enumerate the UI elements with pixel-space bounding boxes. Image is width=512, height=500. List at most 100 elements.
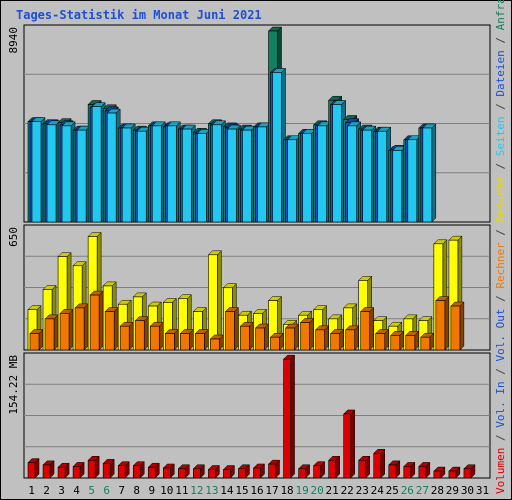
bar-visits-rechner-12 <box>194 328 209 351</box>
x-tick-label: 10 <box>160 484 173 497</box>
bar-visits-rechner-7-side <box>128 321 134 351</box>
bar-volume-volumen-13 <box>207 464 220 479</box>
bar-volume-volumen-24-front <box>373 453 382 479</box>
bar-visits-rechner-18-front <box>285 327 295 351</box>
bar-volume-volumen-8-front <box>132 465 141 479</box>
bar-volume-volumen-23-front <box>358 459 367 479</box>
bar-volume-volumen-29-front <box>448 470 457 479</box>
bar-volume-volumen-7-front <box>117 465 126 479</box>
bar-visits-rechner-27-front <box>420 336 431 351</box>
bar-volume-volumen-28-front <box>433 470 442 479</box>
bar-volume-volumen-22 <box>343 409 356 479</box>
x-tick-label: 6 <box>103 484 110 497</box>
bar-visits-rechner-26 <box>405 330 420 351</box>
bar-visits-rechner-10-front <box>164 333 175 351</box>
bar-volume-volumen-15 <box>237 464 251 479</box>
bar-visits-rechner-13-front <box>210 338 220 351</box>
bar-visits-rechner-23 <box>360 306 375 351</box>
bar-visits-rechner-23-front <box>360 311 371 351</box>
x-tick-label: 5 <box>88 484 95 497</box>
bar-requests-seiten-25-front <box>392 150 403 223</box>
bar-requests-seiten-14-front <box>227 128 237 223</box>
bar-visits-rechner-29-side <box>459 301 465 351</box>
bar-visits-rechner-3 <box>59 308 74 351</box>
bar-visits-rechner-15 <box>239 321 255 351</box>
bar-visits-rechner-28 <box>435 295 450 351</box>
x-tick-label: 4 <box>73 484 80 497</box>
bar-requests-seiten-22-front <box>347 125 357 223</box>
bar-volume-volumen-4-front <box>72 466 81 479</box>
right-axis-label-segment: Besuche <box>494 176 507 222</box>
right-axis-label-segment: / <box>494 222 507 242</box>
x-tick-label: 17 <box>265 484 278 497</box>
bar-visits-rechner-21 <box>330 328 345 351</box>
bar-volume-volumen-12-front <box>193 468 201 479</box>
bar-visits-rechner-16-side <box>264 323 269 351</box>
bar-visits-rechner-15-side <box>249 321 254 351</box>
bar-visits-rechner-5-side <box>98 290 104 351</box>
bar-visits-rechner-14-side <box>234 306 239 351</box>
bar-volume-volumen-4 <box>72 461 85 479</box>
chart-title: Tages-Statistik im Monat Juni 2021 <box>16 8 262 22</box>
x-tick-label: 30 <box>461 484 474 497</box>
bar-visits-rechner-16-front <box>255 327 265 351</box>
bar-volume-volumen-20-front <box>313 465 321 479</box>
bar-volume-volumen-10 <box>162 463 175 479</box>
bar-requests-seiten-2-front <box>46 124 57 223</box>
bar-visits-rechner-9-side <box>159 321 164 351</box>
right-axis-label-segment: Seiten <box>494 116 507 156</box>
x-tick-label: 21 <box>326 484 339 497</box>
bar-volume-volumen-30-front <box>463 468 472 479</box>
right-axis-label-segment: / <box>494 156 507 176</box>
bar-visits-rechner-10 <box>164 328 179 351</box>
x-tick-label: 15 <box>235 484 248 497</box>
bar-volume-volumen-27 <box>418 461 431 479</box>
right-axis-label-segment: Anfragen <box>494 0 507 30</box>
bar-visits-rechner-29 <box>450 301 465 351</box>
right-axis-label-segment: Vol. In <box>494 381 507 427</box>
x-tick-label: 23 <box>356 484 369 497</box>
x-tick-label: 20 <box>311 484 324 497</box>
bar-visits-rechner-2 <box>44 314 59 351</box>
bar-requests-seiten-6-front <box>106 112 117 223</box>
bar-volume-volumen-11 <box>177 464 190 479</box>
bar-volume-volumen-3-front <box>57 466 66 479</box>
bar-requests-seiten-10-front <box>166 125 177 223</box>
bar-volume-volumen-2 <box>42 460 55 479</box>
bar-volume-volumen-16-front <box>253 467 261 479</box>
right-axis-label-segment: / <box>494 428 507 448</box>
bar-volume-volumen-8 <box>132 461 145 479</box>
bar-volume-volumen-19 <box>297 464 311 479</box>
bar-requests-seiten-1-front <box>31 121 42 223</box>
bar-visits-rechner-28-front <box>435 300 446 351</box>
bar-visits-rechner-14-front <box>225 311 235 351</box>
bar-visits-rechner-12-front <box>195 333 205 351</box>
x-tick-label: 22 <box>341 484 354 497</box>
bar-volume-volumen-21 <box>328 455 341 479</box>
x-tick-label: 1 <box>28 484 35 497</box>
bar-visits-rechner-3-side <box>68 308 74 351</box>
bar-requests-seiten-11-front <box>182 128 192 223</box>
bar-volume-volumen-23 <box>358 455 371 479</box>
bar-visits-rechner-22 <box>345 325 360 351</box>
bar-requests-seiten-8-front <box>136 130 147 223</box>
right-axis-label-segment: Volumen <box>494 448 507 494</box>
bar-volume-volumen-22-side <box>350 409 355 479</box>
bar-visits-rechner-11-front <box>180 333 190 351</box>
bar-visits-rechner-24-front <box>375 333 386 351</box>
bar-requests-seiten-7-front <box>121 127 132 223</box>
bar-volume-volumen-26 <box>403 461 416 479</box>
bar-visits-rechner-29-front <box>450 305 461 351</box>
bar-visits-rechner-8 <box>134 316 149 351</box>
x-tick-label: 2 <box>43 484 50 497</box>
bar-volume-volumen-1 <box>27 457 40 479</box>
bar-volume-volumen-2-front <box>42 464 51 479</box>
bar-volume-volumen-6 <box>102 458 115 479</box>
bar-requests-seiten-5-front <box>91 106 102 223</box>
right-axis-label-segment: / <box>494 289 507 309</box>
bar-volume-volumen-27-front <box>418 466 427 479</box>
bar-volume-volumen-26-front <box>403 466 412 479</box>
x-tick-label: 9 <box>148 484 155 497</box>
bar-visits-rechner-16 <box>254 323 270 351</box>
